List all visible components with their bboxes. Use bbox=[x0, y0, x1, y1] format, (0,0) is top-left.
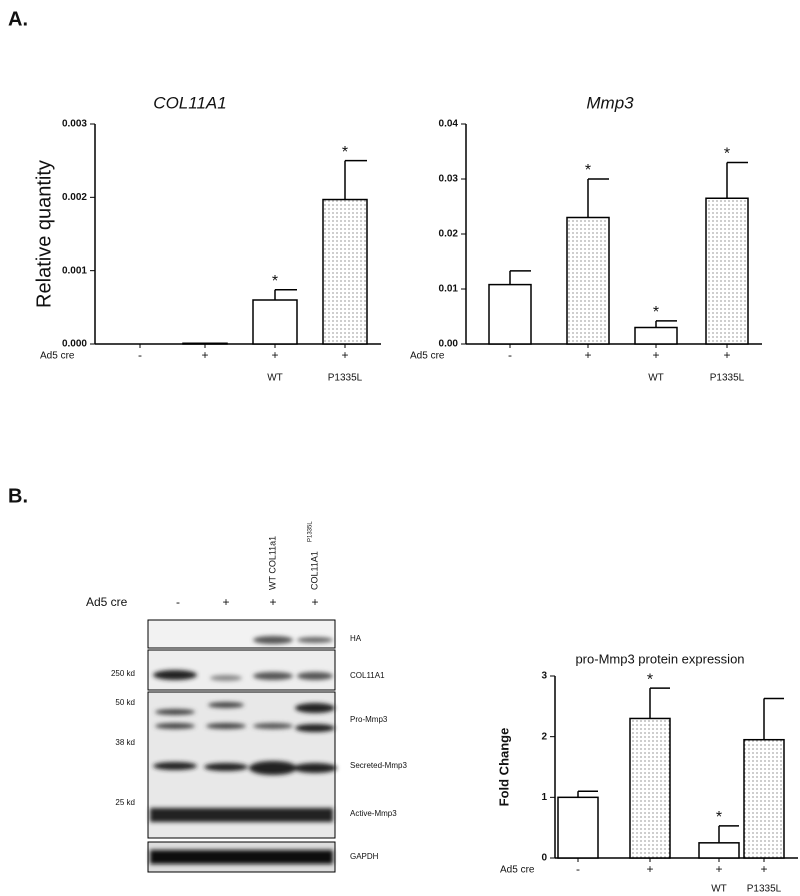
y-tick-label: 0.04 bbox=[439, 119, 459, 130]
y-tick-label: 0.01 bbox=[439, 284, 459, 295]
x-tick-label: + bbox=[271, 348, 278, 362]
bar bbox=[705, 197, 749, 345]
x-tick-label: + bbox=[341, 348, 348, 362]
band-label: Active-Mmp3 bbox=[350, 809, 397, 818]
x-tick-label: - bbox=[138, 348, 142, 362]
y-tick-label: 0.003 bbox=[62, 119, 87, 130]
y-axis-label: Relative quantity bbox=[33, 160, 55, 308]
treatment-sign: + bbox=[269, 595, 276, 609]
lane-label: WT COL11a1 bbox=[267, 536, 277, 590]
mw-marker: 25 kd bbox=[115, 798, 135, 807]
y-tick-label: 0.001 bbox=[62, 265, 87, 276]
chart-title: pro-Mmp3 protein expression bbox=[575, 651, 744, 666]
x-prefix: Ad5 cre bbox=[500, 865, 535, 876]
significance: * bbox=[724, 146, 730, 163]
x-tick-label: + bbox=[715, 862, 722, 876]
significance: * bbox=[585, 162, 591, 179]
mw-marker: 250 kd bbox=[111, 669, 135, 678]
treatment-sign: - bbox=[176, 595, 180, 609]
chart-title: Mmp3 bbox=[586, 93, 634, 112]
y-tick-label: 0.02 bbox=[439, 229, 459, 240]
bar bbox=[557, 796, 599, 859]
western-blot: Ad5 cre - + + + WT COL11a1 COL11A1 P1335L HA COL1… bbox=[86, 521, 407, 873]
bar bbox=[629, 717, 671, 859]
significance: * bbox=[342, 144, 348, 161]
significance: * bbox=[716, 809, 722, 826]
treatment-sign: + bbox=[222, 595, 229, 609]
bar bbox=[488, 283, 532, 345]
y-tick-label: 3 bbox=[541, 671, 547, 682]
x-tick-label: + bbox=[646, 862, 653, 876]
bar bbox=[566, 216, 610, 345]
y-tick-label: 0.00 bbox=[439, 339, 459, 350]
band-label: GAPDH bbox=[350, 852, 379, 861]
y-tick-label: 0.03 bbox=[439, 174, 459, 185]
lane-label: COL11A1 bbox=[309, 551, 319, 590]
x-tick-label: + bbox=[201, 348, 208, 362]
bar bbox=[252, 299, 298, 345]
y-tick-label: 2 bbox=[541, 731, 547, 742]
significance: * bbox=[647, 671, 653, 688]
x-tick-label: + bbox=[584, 348, 591, 362]
lane-superscript: P1335L bbox=[308, 521, 314, 542]
y-tick-label: 0.000 bbox=[62, 339, 87, 350]
x-tick-label: - bbox=[576, 862, 580, 876]
panel-label: B. bbox=[8, 485, 28, 507]
panel-label: A. bbox=[8, 8, 28, 30]
band-label: HA bbox=[350, 634, 362, 643]
band-label: COL11A1 bbox=[350, 671, 385, 680]
x-prefix: Ad5 cre bbox=[410, 351, 445, 362]
x-sublabel: WT bbox=[648, 373, 664, 384]
band-label: Pro-Mmp3 bbox=[350, 715, 388, 724]
y-axis-label: Fold Change bbox=[496, 728, 511, 807]
x-tick-label: + bbox=[652, 348, 659, 362]
y-tick-label: 0.002 bbox=[62, 192, 87, 203]
x-sublabel: P1335L bbox=[747, 884, 782, 895]
x-sublabel: P1335L bbox=[328, 373, 363, 384]
bar bbox=[698, 842, 740, 859]
bar bbox=[743, 738, 785, 859]
x-tick-label: - bbox=[508, 348, 512, 362]
y-tick-label: 0 bbox=[541, 853, 547, 864]
significance: * bbox=[653, 304, 659, 321]
band-label: Secreted-Mmp3 bbox=[350, 761, 407, 770]
significance: * bbox=[272, 273, 278, 290]
y-tick-label: 1 bbox=[541, 792, 547, 803]
mw-marker: 50 kd bbox=[115, 698, 135, 707]
treatment-label: Ad5 cre bbox=[86, 595, 128, 609]
x-sublabel: P1335L bbox=[710, 373, 745, 384]
x-tick-label: + bbox=[723, 348, 730, 362]
bar bbox=[322, 198, 368, 345]
x-tick-label: + bbox=[760, 862, 767, 876]
x-sublabel: WT bbox=[267, 373, 283, 384]
bar bbox=[634, 326, 678, 345]
mw-marker: 38 kd bbox=[115, 738, 135, 747]
chart-title: COL11A1 bbox=[153, 93, 226, 112]
bar bbox=[182, 342, 228, 345]
treatment-sign: + bbox=[311, 595, 318, 609]
x-sublabel: WT bbox=[711, 884, 727, 895]
x-prefix: Ad5 cre bbox=[40, 351, 75, 362]
